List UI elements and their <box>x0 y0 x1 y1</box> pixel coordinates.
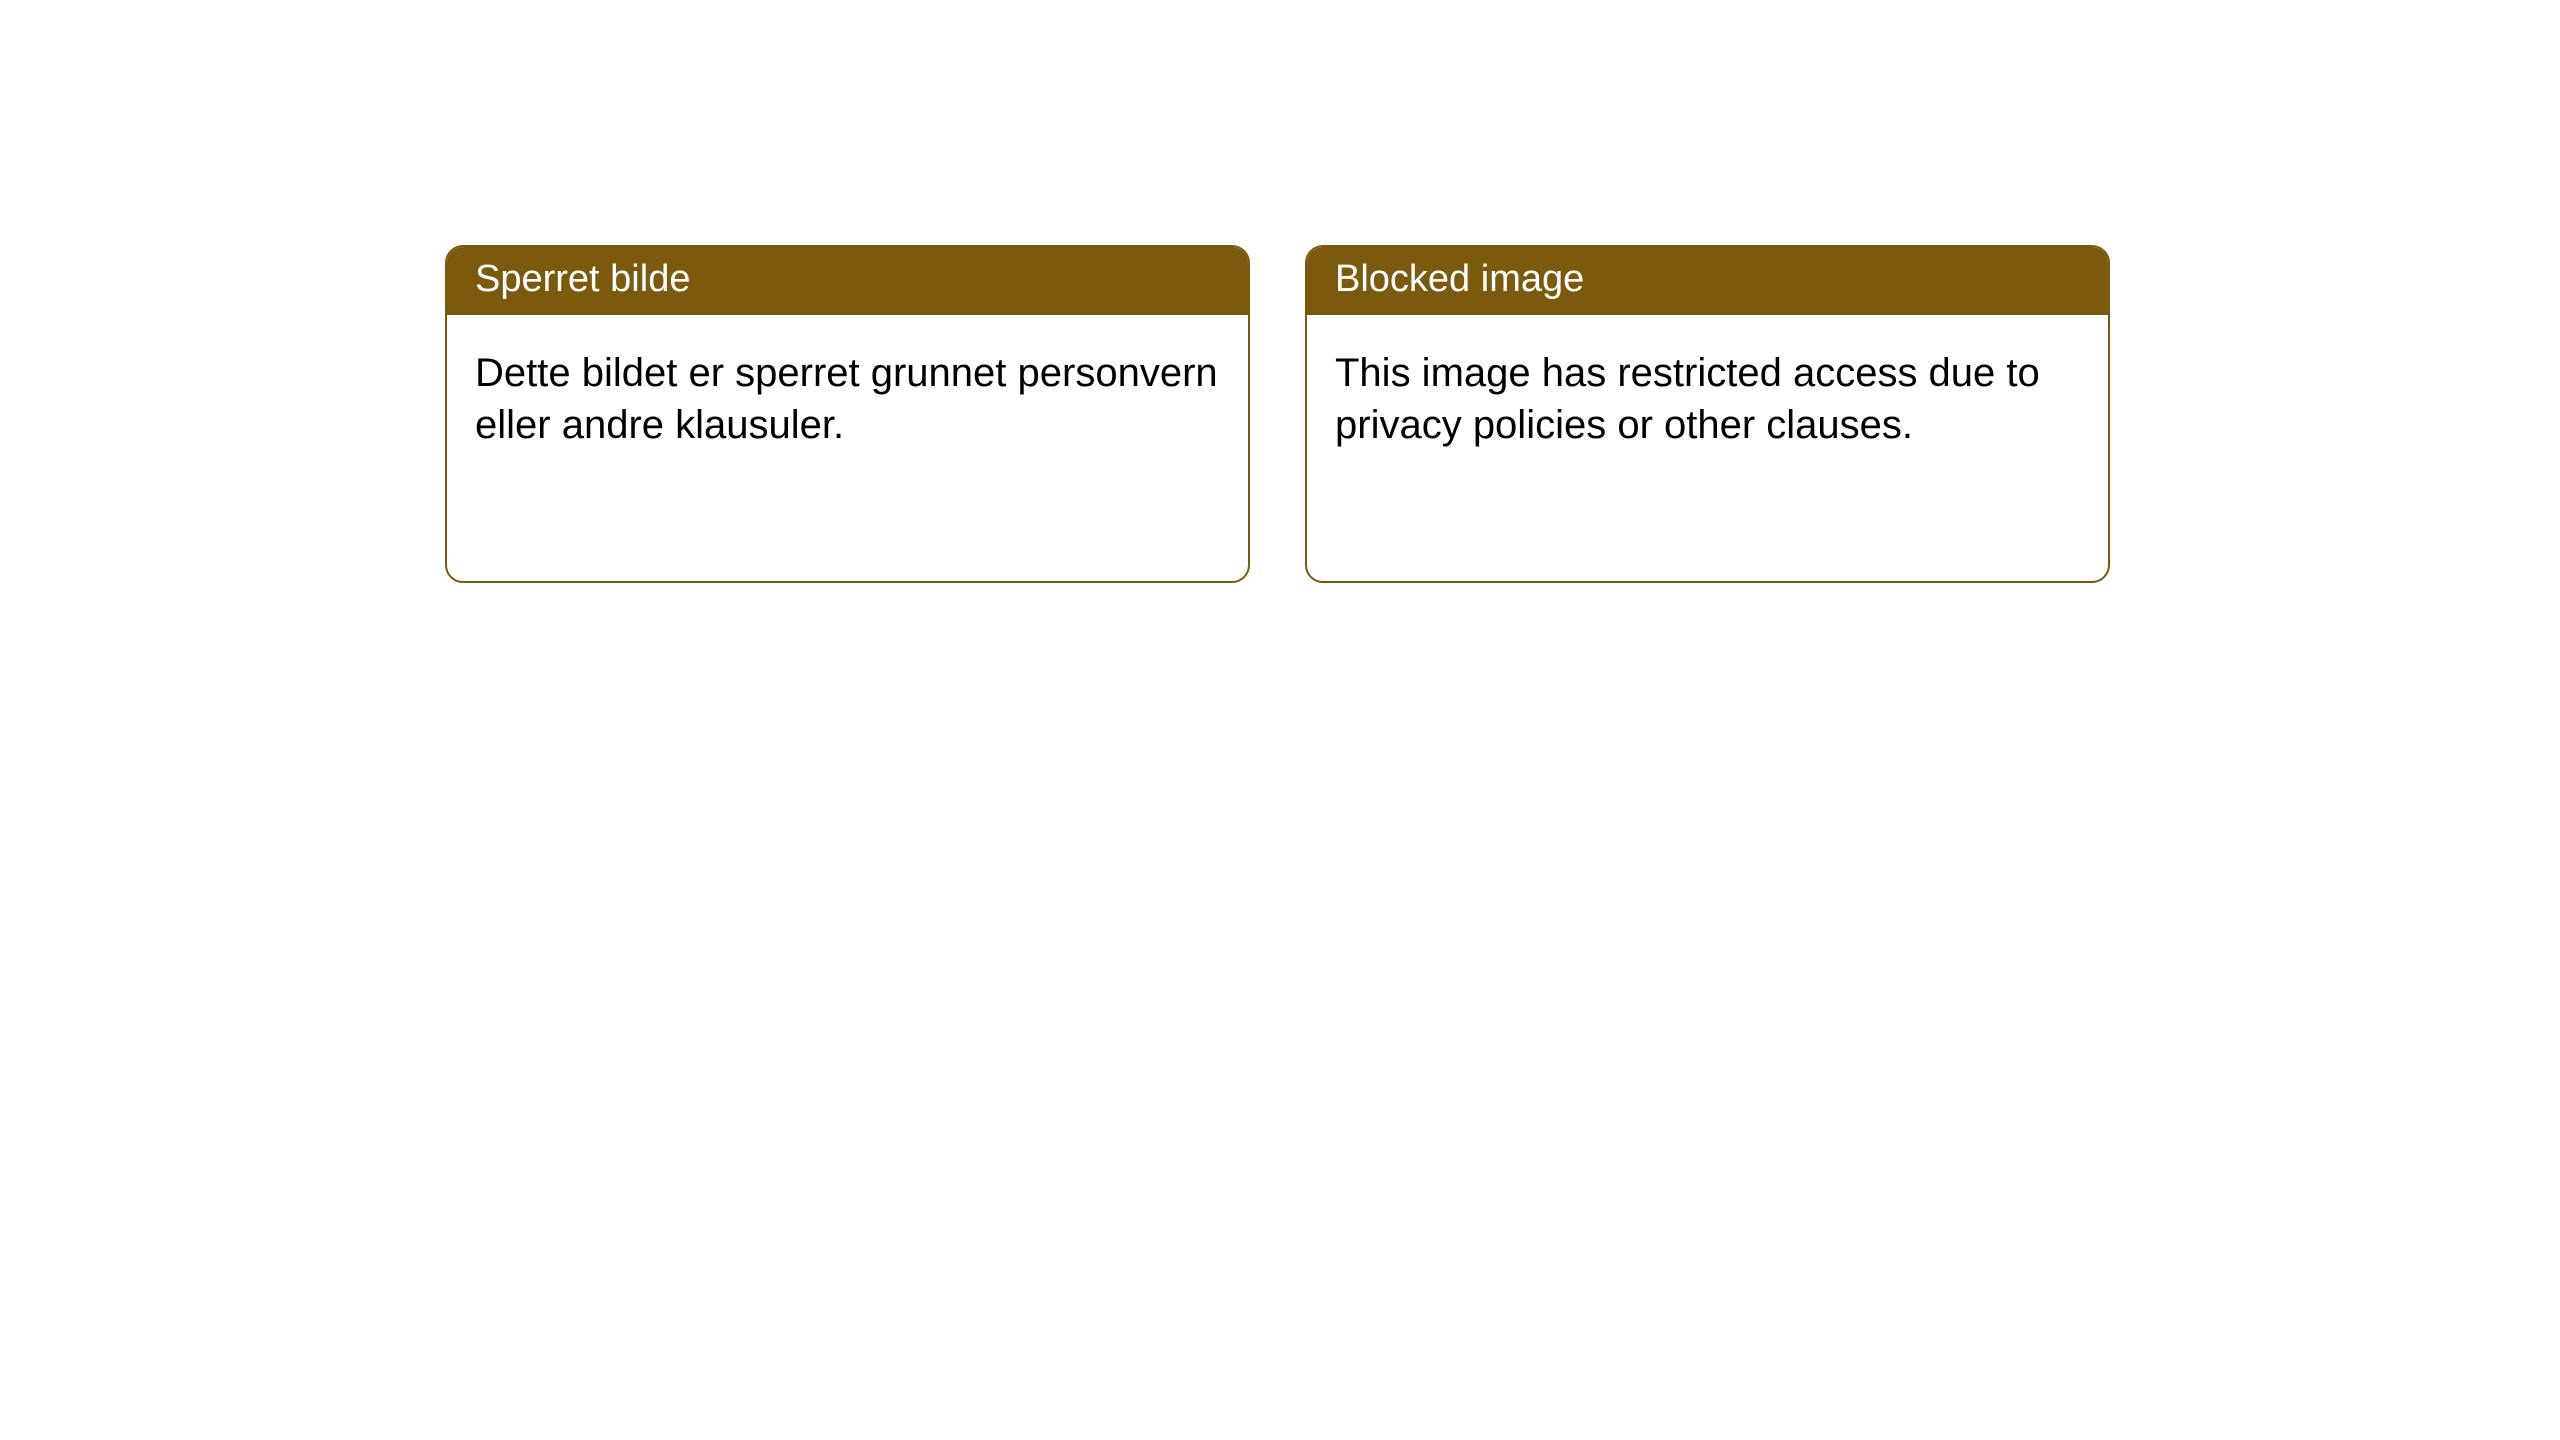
blocked-image-card-no: Sperret bilde Dette bildet er sperret gr… <box>445 245 1250 583</box>
card-title-en: Blocked image <box>1335 258 1584 300</box>
message-cards-container: Sperret bilde Dette bildet er sperret gr… <box>445 245 2110 583</box>
card-message-en: This image has restricted access due to … <box>1335 351 2040 448</box>
card-title-no: Sperret bilde <box>475 258 690 300</box>
card-header-en: Blocked image <box>1307 247 2108 315</box>
card-body-no: Dette bildet er sperret grunnet personve… <box>447 315 1248 485</box>
card-message-no: Dette bildet er sperret grunnet personve… <box>475 351 1218 448</box>
card-body-en: This image has restricted access due to … <box>1307 315 2108 485</box>
blocked-image-card-en: Blocked image This image has restricted … <box>1305 245 2110 583</box>
card-header-no: Sperret bilde <box>447 247 1248 315</box>
